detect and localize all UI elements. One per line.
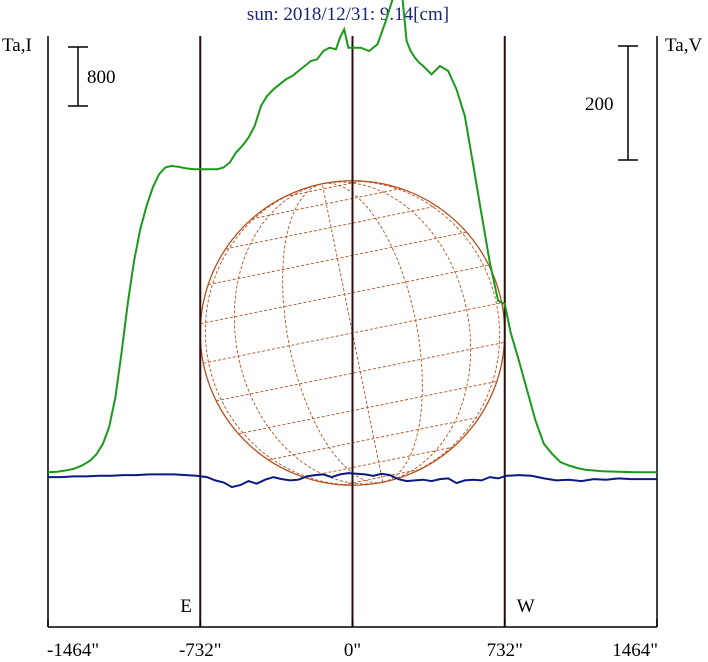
disk-parallel [216, 341, 505, 402]
limb-label-east: E [180, 596, 192, 617]
series-line-V [48, 472, 657, 489]
series-lines [47, 0, 657, 489]
limb-label-west: W [517, 596, 535, 617]
disk-parallel [238, 380, 497, 435]
scale-bars: 800 200 [68, 45, 638, 161]
chart-title: sun: 2018/12/31: 9.14[cm] [247, 4, 449, 25]
x-tick-label: 732" [487, 640, 523, 661]
disk-meridian [282, 183, 383, 484]
x-tick-label: -1464" [47, 640, 99, 661]
disk-parallel [268, 416, 480, 461]
disk-parallel [284, 180, 363, 198]
disk-parallel [225, 205, 437, 250]
series-line-I [47, 0, 657, 474]
disk-meridian [322, 180, 501, 483]
scale-label-left: 800 [87, 67, 116, 88]
disk-meridian [322, 181, 472, 483]
disk-parallel [342, 468, 421, 486]
disk-meridian [204, 183, 383, 486]
disk-parallel [200, 264, 489, 325]
y-axis-label-left: Ta,I [2, 35, 32, 56]
disk-meridian [233, 183, 383, 485]
y-axis-label-right: Ta,V [665, 35, 702, 56]
disk-parallel [251, 188, 401, 220]
x-tick-label: 1464" [612, 640, 658, 661]
x-axis-ticks: -1464" -732" 0" 732" 1464" [47, 619, 658, 661]
scale-label-right: 200 [585, 94, 614, 115]
disk-meridian [322, 182, 423, 483]
x-tick-label: 0" [344, 640, 361, 661]
disk-parallel [208, 231, 467, 286]
x-tick-label: -732" [179, 640, 222, 661]
